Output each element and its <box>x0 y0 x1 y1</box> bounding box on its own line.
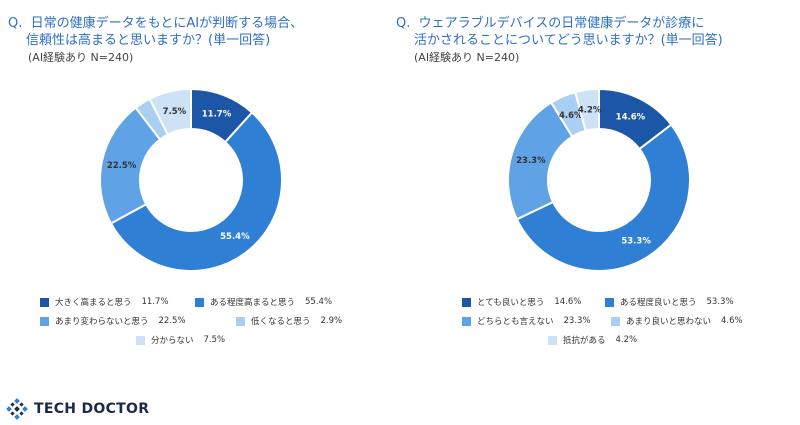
legend-label: あまり良いと思わない <box>626 317 712 327</box>
chart-1-title-line-2: 信頼性は高まると思いますか？(単一回答) <box>26 33 271 48</box>
legend-swatch <box>605 297 614 307</box>
legend-label: とても良いと思う <box>477 298 545 308</box>
chart-2-title-line-1: Q. ウェアラブルデバイスの日常健康データが診療に <box>396 16 705 31</box>
chart-1-slice-5 <box>148 87 192 136</box>
chart-2-donut: 14.6% 53.3% 23.3% 4.6%4.2% <box>507 87 691 272</box>
legend-swatch <box>40 316 49 326</box>
legend-value: 4.2% <box>615 335 638 345</box>
chart-1-title-line-1: Q. 日常の健康データをもとにAIが判断する場合、 <box>8 16 304 31</box>
chart-2-subtitle: (AI経験あり N=240) <box>414 51 520 64</box>
legend-value: 4.6% <box>721 316 743 326</box>
chart-1-slice-label-2: 55.4% <box>220 232 250 242</box>
chart-2-legend-item-1: とても良いと思う 14.6% <box>462 296 581 308</box>
legend-label: 大きく高まると思う <box>55 298 132 308</box>
legend-value: 2.9% <box>320 316 343 326</box>
chart-1-slice-label-3: 22.5% <box>107 161 137 171</box>
chart-1-question-title: Q. 日常の健康データをもとにAIが判断する場合、 信頼性は高まると思いますか？… <box>8 15 303 49</box>
legend-label: 分からない <box>151 336 194 346</box>
chart-2-slice-label-3: 23.3% <box>516 156 546 166</box>
chart-2-title-line-2: 活かされることについてどう思いますか？(単一回答) <box>414 33 723 48</box>
legend-label: 抵抗がある <box>563 336 606 346</box>
legend-value: 23.3% <box>563 316 591 326</box>
legend-swatch <box>462 316 471 326</box>
chart-2-legend-item-5: 抵抗がある 4.2% <box>548 334 637 346</box>
legend-label: どちらとも言えない <box>477 317 554 327</box>
chart-1-legend-item-1: 大きく高まると思う 11.7% <box>40 296 169 308</box>
chart-1-legend-item-4: 低くなると思う 2.9% <box>236 315 342 327</box>
chart-2-legend-item-3: どちらとも言えない 23.3% <box>462 315 591 327</box>
chart-1-legend-item-5: 分からない 7.5% <box>136 334 225 346</box>
legend-swatch <box>40 297 49 307</box>
chart-1-slice-label-1: 11.7% <box>202 110 232 120</box>
chart-2-question-title: Q. ウェアラブルデバイスの日常健康データが診療に 活かされることについてどう思… <box>396 15 723 49</box>
chart-1-slice-label-5: 7.5% <box>163 107 187 117</box>
tech-doctor-logo-icon <box>6 398 28 420</box>
legend-swatch <box>462 297 471 307</box>
legend-label: 低くなると思う <box>251 317 311 327</box>
chart-1-legend-item-2: ある程度高まると思う 55.4% <box>195 296 332 308</box>
legend-label: ある程度良いと思う <box>620 298 697 308</box>
legend-value: 53.3% <box>706 297 734 307</box>
legend-value: 55.4% <box>305 297 333 307</box>
legend-value: 7.5% <box>203 335 226 345</box>
chart-2-legend-item-2: ある程度良いと思う 53.3% <box>605 296 734 308</box>
chart-2-legend-item-4: あまり良いと思わない 4.6% <box>611 315 743 327</box>
chart-2-slice-label-4: 4.6% <box>559 111 583 121</box>
legend-swatch <box>611 316 620 326</box>
chart-2-slice-2 <box>515 123 691 272</box>
chart-2-slice-label-1: 14.6% <box>616 112 646 122</box>
legend-value: 14.6% <box>554 297 582 307</box>
legend-swatch <box>236 316 245 326</box>
logo-text: TECH DOCTOR <box>34 401 150 417</box>
chart-1-legend-item-3: あまり変わらないと思う 22.5% <box>40 315 186 327</box>
legend-swatch <box>548 335 557 345</box>
legend-label: ある程度高まると思う <box>210 298 296 308</box>
legend-value: 11.7% <box>141 297 169 307</box>
legend-value: 22.5% <box>158 316 186 326</box>
legend-label: あまり変わらないと思う <box>55 317 149 327</box>
chart-2-slice-5 <box>574 87 600 132</box>
legend-swatch <box>195 297 204 307</box>
chart-2-slice-label-5: 4.2% <box>578 106 602 116</box>
chart-1-slice-2 <box>109 111 283 272</box>
chart-1-donut: 11.7% 55.4% 22.5% 7.5% <box>99 87 283 272</box>
chart-2-slice-label-2: 53.3% <box>621 237 651 247</box>
chart-1-subtitle: (AI経験あり N=240) <box>28 51 134 64</box>
tech-doctor-logo: TECH DOCTOR <box>6 398 149 420</box>
legend-swatch <box>136 335 145 345</box>
